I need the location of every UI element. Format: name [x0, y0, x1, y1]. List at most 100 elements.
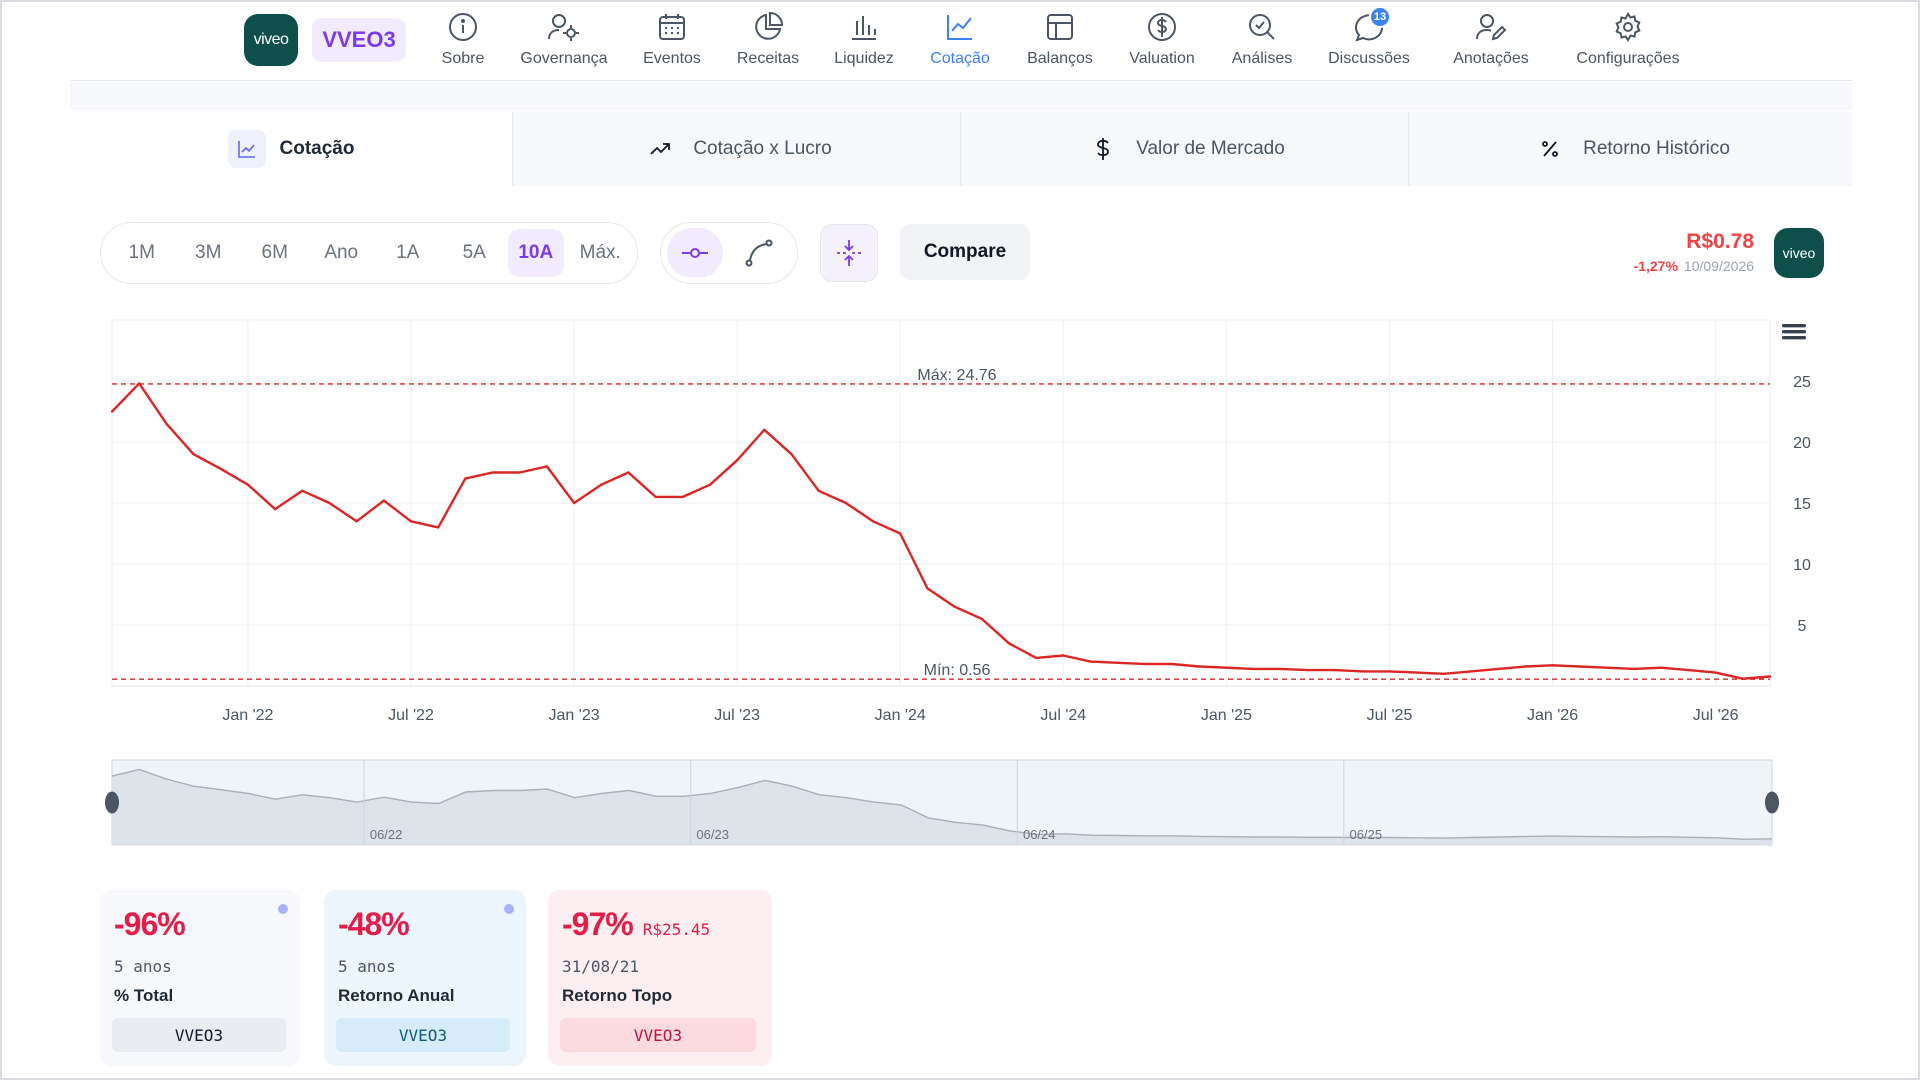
data-point	[708, 483, 712, 486]
data-point	[1333, 668, 1337, 672]
pie-chart-icon	[752, 8, 784, 46]
y-tick-label: 25	[1793, 374, 1811, 391]
data-point	[1442, 672, 1446, 675]
nav-label: Discussões	[1328, 50, 1410, 67]
period-3m[interactable]: 3M	[195, 242, 222, 263]
nav-label: Governança	[520, 50, 608, 67]
line-chart-icon	[227, 130, 266, 168]
total-return-card[interactable]: -96% 5 anos % Total VVEO3	[100, 890, 300, 1066]
price-chart[interactable]: 5 10 15 20 25 Jan '22 Jul '22 Jan '23 Jul '23 Jan…	[2, 302, 1918, 852]
period-1a[interactable]: 1A	[396, 242, 420, 263]
top-nav: viveo VVEO3 Sobre Governança Eventos Rec…	[2, 2, 1918, 82]
data-point	[273, 507, 277, 511]
nav-discussoes[interactable]: 13 Discussões	[1324, 6, 1414, 74]
tab-valor-mercado[interactable]: Valor de Mercado	[960, 112, 1408, 186]
y-tick-label: 15	[1793, 496, 1811, 513]
data-point	[518, 471, 521, 474]
data-point	[681, 495, 684, 499]
period-selector: 1M 3M 6M Ano 1A 5A 10A Máx.	[100, 222, 638, 284]
x-tick-label: Jan '22	[222, 707, 273, 724]
nav-eventos[interactable]: Eventos	[632, 8, 712, 74]
data-point	[1660, 666, 1663, 669]
x-tick-label: Jan '24	[875, 707, 926, 724]
price-line	[111, 382, 1771, 680]
nav-balancos[interactable]: Balanços	[1020, 8, 1100, 74]
y-tick-label: 20	[1793, 435, 1811, 452]
nav-label: Anotações	[1453, 50, 1529, 67]
navigator-tick-label: 06/22	[370, 827, 403, 842]
data-point	[1632, 667, 1636, 671]
nav-receitas[interactable]: Receitas	[728, 8, 808, 74]
nav-sobre[interactable]: Sobre	[434, 8, 492, 74]
compress-icon	[837, 240, 861, 266]
navigator-line	[111, 768, 1773, 841]
table-icon	[1044, 8, 1076, 46]
straight-line-button[interactable]	[667, 228, 723, 278]
compare-button[interactable]: Compare	[900, 224, 1030, 280]
compress-button[interactable]	[820, 224, 878, 282]
data-point	[926, 587, 929, 590]
tab-cotacao[interactable]: Cotação	[70, 112, 512, 186]
chat-icon: 13	[1353, 6, 1391, 46]
x-tick-label: Jul '22	[388, 707, 434, 724]
navigator-handle-left[interactable]	[105, 791, 119, 814]
tab-cotacao-lucro[interactable]: Cotação x Lucro	[512, 112, 960, 186]
data-point	[572, 501, 576, 505]
tab-label: Cotação	[279, 138, 355, 159]
annual-return-card[interactable]: -48% 5 anos Retorno Anual VVEO3	[324, 890, 526, 1066]
card-top-price: R$25.45	[642, 920, 711, 939]
period-ano[interactable]: Ano	[324, 242, 359, 263]
nav-anotacoes[interactable]: Anotações	[1446, 8, 1536, 74]
period-5a[interactable]: 5A	[462, 242, 486, 263]
data-point	[1225, 666, 1228, 669]
data-point	[735, 459, 739, 462]
nav-label: Liquidez	[834, 50, 894, 67]
data-point	[871, 520, 875, 523]
ticker-chip[interactable]: VVEO3	[312, 18, 406, 62]
nav-valuation[interactable]: Valuation	[1122, 8, 1202, 74]
tab-label: Valor de Mercado	[1136, 138, 1285, 159]
period-10a[interactable]: 10A	[507, 229, 564, 277]
navigator-handle-right[interactable]	[1765, 791, 1779, 814]
price-change: -1,27%	[1633, 258, 1678, 274]
data-point	[355, 520, 358, 523]
nav-configuracoes[interactable]: Configurações	[1568, 8, 1688, 74]
period-6m[interactable]: 6M	[261, 242, 288, 263]
data-point	[980, 617, 983, 621]
menu-icon[interactable]	[1782, 324, 1806, 340]
card-ticker: VVEO3	[560, 1018, 756, 1052]
navigator-area	[112, 769, 1772, 845]
data-point	[1007, 642, 1011, 645]
divider	[70, 82, 1852, 110]
nav-cotacao[interactable]: Cotação	[920, 8, 1000, 74]
data-point	[1034, 656, 1038, 660]
tab-label: Retorno Histórico	[1583, 138, 1730, 159]
data-point	[1143, 662, 1147, 666]
company-logo[interactable]: viveo	[244, 14, 298, 66]
data-point	[436, 526, 440, 529]
quote-date: 10/09/2026	[1683, 258, 1754, 274]
nav-liquidez[interactable]: Liquidez	[824, 8, 904, 74]
tab-retorno-historico[interactable]: Retorno Histórico	[1408, 112, 1852, 186]
search-check-icon	[1246, 8, 1278, 46]
nav-governanca[interactable]: Governança	[514, 8, 614, 74]
period-max[interactable]: Máx.	[579, 242, 621, 263]
period-1m[interactable]: 1M	[128, 242, 155, 263]
nav-label: Sobre	[441, 50, 485, 67]
quote-box: R$0.78 -1,27% 10/09/2026	[1634, 230, 1754, 274]
data-point	[1741, 677, 1745, 680]
top-return-card[interactable]: -97% R$25.45 31/08/21 Retorno Topo VVEO3	[548, 890, 772, 1066]
data-point	[1062, 654, 1065, 657]
y-tick-label: 5	[1798, 618, 1807, 635]
smooth-line-button[interactable]	[731, 228, 787, 278]
data-point	[844, 501, 848, 505]
company-logo-small: viveo	[1774, 228, 1824, 278]
data-point	[328, 501, 331, 505]
x-tick-label: Jul '26	[1693, 707, 1739, 724]
nav-label: Análises	[1231, 50, 1293, 67]
card-label: % Total	[114, 986, 174, 1005]
nav-analises[interactable]: Análises	[1222, 8, 1302, 74]
percent-icon	[1531, 130, 1569, 168]
dollar-circle-icon	[1146, 8, 1178, 46]
navigator-tick-label: 06/23	[696, 827, 729, 842]
